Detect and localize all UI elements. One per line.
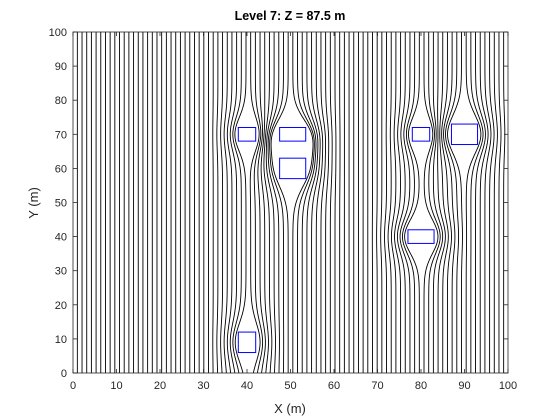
streamline <box>220 32 224 374</box>
obstacle-box <box>237 331 257 354</box>
streamline <box>297 32 315 373</box>
x-tick-label: 50 <box>284 380 296 392</box>
y-tick-label: 40 <box>55 232 67 244</box>
streamline <box>503 32 506 373</box>
streamline <box>223 32 228 374</box>
x-tick-label: 20 <box>154 380 166 392</box>
y-tick-label: 70 <box>55 129 67 141</box>
streamline <box>493 32 498 373</box>
streamline <box>387 32 392 373</box>
y-tick-label: 50 <box>55 198 67 210</box>
streamline <box>465 32 482 373</box>
streamline <box>232 32 242 374</box>
streamline <box>394 32 402 373</box>
streamline <box>249 32 261 374</box>
x-tick-label: 80 <box>415 380 427 392</box>
streamline <box>390 32 397 373</box>
y-tick-label: 80 <box>55 95 67 107</box>
streamline <box>402 32 416 373</box>
x-tick-label: 60 <box>328 380 340 392</box>
x-axis-label: X (m) <box>274 401 306 416</box>
streamline <box>443 32 456 373</box>
y-tick-label: 60 <box>55 163 67 175</box>
x-tick-label: 100 <box>499 380 517 392</box>
chart-title: Level 7: Z = 87.5 m <box>235 9 346 23</box>
streamline <box>489 32 495 373</box>
x-tick-label: 0 <box>70 380 76 392</box>
streamline <box>267 32 280 374</box>
streamline <box>320 32 326 373</box>
obstacle-box <box>407 229 435 244</box>
obstacle-box <box>411 126 431 142</box>
streamline <box>234 32 247 374</box>
streamlines-group <box>76 32 506 374</box>
streamline <box>269 32 285 374</box>
streamline <box>334 32 337 373</box>
streamline <box>423 32 439 373</box>
streamline <box>315 32 324 373</box>
obstacle-box <box>237 126 257 142</box>
streamline <box>447 32 463 373</box>
y-tick-label: 10 <box>55 334 67 346</box>
streamline <box>432 32 444 373</box>
x-tick-label: 70 <box>371 380 383 392</box>
obstacle-box <box>450 123 479 146</box>
obstacle-box <box>279 126 307 142</box>
streamline <box>301 32 317 373</box>
x-tick-label: 30 <box>197 380 209 392</box>
streamline <box>260 32 269 374</box>
streamline <box>229 32 238 374</box>
streamline <box>470 32 484 373</box>
streamline <box>329 32 333 373</box>
obstacle-box <box>279 157 307 180</box>
obstacles-group <box>237 123 479 354</box>
x-tick-label: 10 <box>110 380 122 392</box>
streamline <box>445 32 460 373</box>
x-tick-label: 90 <box>458 380 470 392</box>
streamline <box>226 32 233 374</box>
streamline <box>306 32 319 373</box>
streamline <box>216 32 219 374</box>
x-tick-label: 40 <box>241 380 253 392</box>
ticks-group: 0 10 20 30 40 50 60 70 80 90 100 0 10 20 30 40 50 60 70 80 9… <box>49 27 518 392</box>
streamline <box>498 32 502 373</box>
streamline <box>311 32 321 373</box>
streamline <box>399 32 411 373</box>
streamline <box>257 32 266 374</box>
y-tick-label: 30 <box>55 266 67 278</box>
streamline <box>325 32 330 373</box>
streamline <box>396 32 406 373</box>
streamline <box>428 32 441 373</box>
y-tick-label: 100 <box>49 27 67 39</box>
streamline <box>475 32 486 373</box>
streamline <box>263 32 273 374</box>
streamline <box>253 32 264 374</box>
y-tick-label: 20 <box>55 300 67 312</box>
streamline <box>292 32 314 373</box>
streamline <box>384 32 387 373</box>
y-tick-label: 0 <box>61 368 67 380</box>
streamline <box>441 32 452 373</box>
streamline <box>404 32 420 373</box>
y-axis-label: Y (m) <box>26 187 41 219</box>
y-tick-label: 90 <box>55 61 67 73</box>
streamline <box>479 32 489 373</box>
streamline <box>439 32 449 373</box>
streamline <box>484 32 492 373</box>
streamline <box>376 32 378 373</box>
streamline <box>265 32 276 374</box>
streamline <box>270 32 289 373</box>
streamline <box>380 32 383 373</box>
streamline <box>437 32 446 373</box>
